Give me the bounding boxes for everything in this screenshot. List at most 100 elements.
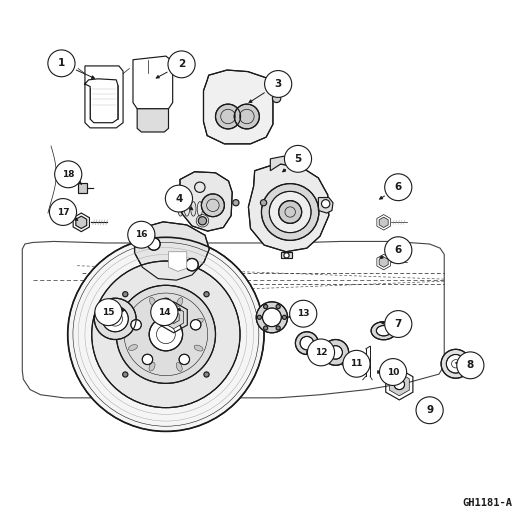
Polygon shape — [390, 373, 410, 396]
Ellipse shape — [178, 202, 183, 216]
Circle shape — [329, 346, 342, 359]
Circle shape — [279, 201, 302, 223]
Text: 9: 9 — [426, 405, 433, 415]
Text: 18: 18 — [62, 170, 75, 179]
Circle shape — [269, 192, 311, 233]
Circle shape — [276, 305, 280, 309]
Text: 11: 11 — [350, 359, 363, 368]
Ellipse shape — [176, 362, 182, 371]
Circle shape — [128, 221, 155, 248]
Ellipse shape — [194, 318, 203, 324]
Ellipse shape — [129, 345, 138, 350]
Polygon shape — [169, 252, 187, 271]
Circle shape — [55, 161, 82, 188]
Text: 4: 4 — [175, 194, 183, 203]
Text: 12: 12 — [315, 348, 327, 357]
Polygon shape — [379, 257, 388, 267]
Polygon shape — [248, 164, 329, 252]
Circle shape — [256, 302, 288, 333]
Polygon shape — [78, 183, 87, 194]
Text: 3: 3 — [275, 79, 282, 89]
Circle shape — [446, 354, 465, 373]
Circle shape — [265, 71, 292, 98]
Ellipse shape — [129, 318, 138, 324]
Circle shape — [343, 350, 370, 377]
Circle shape — [394, 379, 405, 390]
Ellipse shape — [194, 345, 203, 351]
Circle shape — [321, 200, 330, 208]
Text: 8: 8 — [467, 360, 474, 371]
Circle shape — [233, 200, 239, 206]
Text: 2: 2 — [178, 59, 185, 70]
Circle shape — [116, 285, 215, 384]
Circle shape — [262, 308, 281, 326]
Polygon shape — [134, 222, 209, 280]
Circle shape — [102, 306, 128, 332]
Circle shape — [282, 315, 287, 319]
Circle shape — [161, 298, 171, 308]
Circle shape — [272, 94, 281, 103]
Polygon shape — [204, 70, 273, 144]
Ellipse shape — [177, 297, 183, 306]
Polygon shape — [164, 306, 184, 329]
Circle shape — [168, 51, 195, 78]
Text: 6: 6 — [395, 245, 402, 255]
Circle shape — [308, 339, 334, 366]
Circle shape — [385, 174, 412, 201]
Circle shape — [441, 349, 470, 378]
Text: 13: 13 — [297, 309, 309, 318]
Polygon shape — [180, 172, 232, 231]
Circle shape — [290, 301, 317, 327]
Polygon shape — [318, 198, 333, 213]
Circle shape — [94, 298, 136, 339]
Circle shape — [123, 292, 128, 297]
Circle shape — [49, 199, 77, 225]
Circle shape — [148, 238, 160, 250]
Ellipse shape — [216, 203, 221, 214]
Circle shape — [276, 326, 280, 330]
Polygon shape — [270, 156, 289, 171]
Circle shape — [92, 261, 240, 407]
Text: 14: 14 — [158, 308, 171, 317]
Ellipse shape — [191, 202, 196, 216]
Circle shape — [264, 326, 268, 330]
Ellipse shape — [149, 362, 155, 371]
Circle shape — [179, 354, 190, 364]
Circle shape — [48, 50, 75, 77]
Circle shape — [68, 237, 264, 431]
Polygon shape — [379, 217, 388, 227]
Circle shape — [257, 315, 261, 319]
Circle shape — [204, 292, 209, 297]
Circle shape — [261, 184, 319, 240]
Text: 1: 1 — [58, 58, 65, 69]
Circle shape — [95, 299, 122, 325]
Circle shape — [202, 194, 224, 216]
Text: 10: 10 — [387, 367, 399, 377]
Ellipse shape — [150, 297, 155, 306]
Text: 17: 17 — [57, 208, 69, 216]
Circle shape — [198, 216, 207, 225]
Circle shape — [151, 299, 178, 325]
Circle shape — [260, 200, 267, 206]
Circle shape — [186, 258, 198, 271]
Circle shape — [385, 237, 412, 264]
Circle shape — [322, 339, 349, 365]
Polygon shape — [137, 109, 169, 132]
Circle shape — [234, 104, 259, 129]
Circle shape — [204, 372, 209, 377]
Circle shape — [457, 352, 484, 379]
Circle shape — [142, 354, 153, 364]
Circle shape — [191, 320, 201, 330]
Circle shape — [149, 318, 183, 351]
Polygon shape — [281, 252, 292, 258]
Ellipse shape — [371, 322, 396, 340]
Circle shape — [264, 305, 268, 309]
Ellipse shape — [376, 325, 391, 336]
Text: GH1181-A: GH1181-A — [462, 498, 512, 508]
Circle shape — [300, 336, 313, 350]
Circle shape — [284, 253, 289, 258]
Circle shape — [385, 310, 412, 337]
Circle shape — [123, 372, 128, 377]
Circle shape — [296, 332, 318, 354]
Circle shape — [380, 359, 407, 386]
